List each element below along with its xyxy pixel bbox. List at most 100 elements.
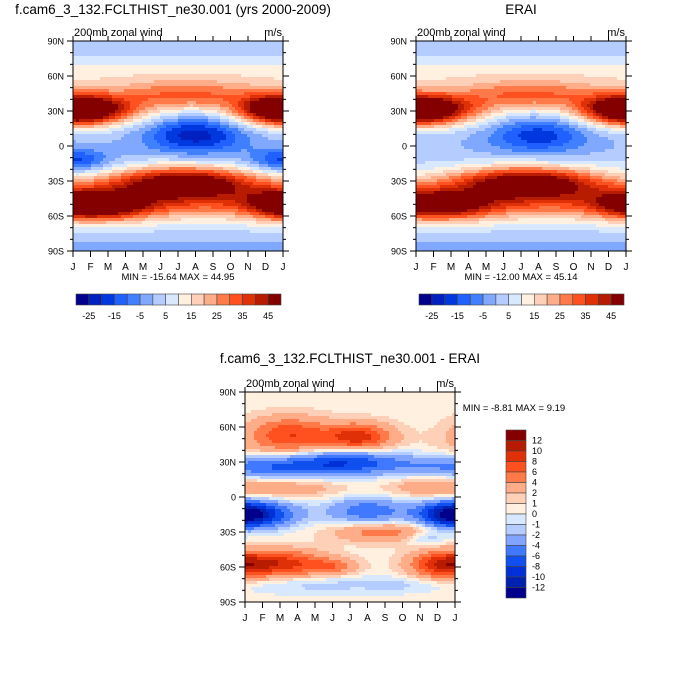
contour-cell — [329, 497, 345, 501]
contour-cell — [133, 110, 140, 114]
contour-cell — [73, 89, 110, 93]
contour-cell — [575, 218, 606, 222]
contour-cell — [566, 173, 579, 177]
contour-cell — [109, 176, 122, 180]
contour-cell — [335, 566, 348, 570]
y-tick-label: 60S — [48, 212, 64, 222]
contour-cell — [245, 491, 318, 495]
contour-cell — [416, 242, 627, 246]
contour-cell — [247, 176, 257, 180]
contour-cell — [398, 572, 408, 576]
contour-cell — [214, 176, 227, 180]
contour-cell — [169, 158, 242, 162]
contour-cell — [268, 137, 284, 141]
contour-cell — [329, 461, 348, 465]
contour-cell — [344, 545, 357, 549]
contour-cell — [488, 98, 570, 102]
contour-cell — [404, 518, 420, 522]
contour-cell — [226, 128, 239, 132]
contour-cell — [329, 428, 372, 432]
contour-cell — [275, 593, 405, 597]
contour-cell — [347, 485, 381, 489]
contour-cell — [272, 518, 282, 522]
contour-cell — [569, 122, 579, 126]
contour-cell — [187, 152, 209, 156]
contour-cell — [464, 179, 474, 183]
contour-cell — [314, 449, 393, 453]
contour-cell — [278, 563, 303, 567]
contour-cell — [362, 440, 378, 444]
contour-cell — [133, 182, 233, 186]
contour-cell — [151, 212, 170, 216]
contour-cell — [275, 446, 300, 450]
contour-cell — [259, 212, 266, 216]
contour-cell — [419, 566, 429, 570]
contour-cell — [422, 500, 441, 504]
contour-cell — [245, 461, 249, 465]
contour-cell — [581, 101, 591, 105]
contour-cell — [154, 104, 191, 108]
contour-cell — [425, 524, 435, 528]
contour-cell — [169, 212, 236, 216]
contour-cell — [446, 431, 456, 435]
contour-cell — [416, 116, 444, 120]
colorbar-box — [505, 482, 527, 494]
contour-cell — [290, 455, 318, 459]
contour-cell — [506, 140, 528, 144]
contour-cell — [235, 119, 242, 123]
contour-cell — [416, 203, 489, 207]
contour-cell — [494, 161, 549, 165]
contour-cell — [416, 68, 627, 72]
contour-cell — [449, 176, 462, 180]
contour-cell — [500, 203, 531, 207]
contour-cell — [467, 215, 486, 219]
contour-cell — [284, 521, 297, 525]
contour-cell — [247, 209, 257, 213]
contour-cell — [277, 158, 284, 162]
contour-cell — [500, 107, 561, 111]
contour-cell — [458, 104, 465, 108]
contour-cell — [347, 509, 396, 513]
contour-cell — [347, 461, 378, 465]
contour-cell — [359, 572, 399, 576]
contour-cell — [401, 440, 420, 444]
contour-cell — [232, 113, 239, 117]
contour-cell — [392, 554, 405, 558]
contour-cell — [389, 560, 402, 564]
contour-cell — [308, 413, 372, 417]
contour-cell — [491, 113, 507, 117]
contour-cell — [278, 500, 291, 504]
units-label: m/s — [264, 27, 282, 39]
contour-cell — [587, 137, 609, 141]
contour-cell — [371, 470, 456, 474]
contour-cell — [350, 422, 357, 426]
contour-cell — [467, 119, 477, 123]
contour-cell — [317, 455, 375, 459]
contour-cell — [560, 116, 570, 120]
x-tick-label: J — [71, 262, 76, 273]
colorbar: -25 -15 -5 5 15 25 35 45 — [418, 293, 625, 321]
colorbar-label: -2 — [532, 530, 540, 540]
contour-cell — [467, 182, 477, 186]
contour-cell — [265, 122, 275, 126]
contour-cell — [581, 104, 588, 108]
contour-cell — [398, 563, 411, 567]
contour-cell — [584, 116, 588, 120]
contour-cell — [416, 575, 432, 579]
contour-cell — [235, 185, 251, 189]
colorbar-box — [267, 293, 282, 306]
contour-cell — [245, 575, 267, 579]
contour-cell — [154, 206, 167, 210]
contour-cell — [220, 125, 230, 129]
x-tick-label: S — [210, 262, 217, 273]
contour-cell — [434, 425, 453, 429]
contour-cell — [293, 545, 345, 549]
contour-cell — [608, 122, 621, 126]
colorbar-box — [242, 293, 256, 306]
contour-cell — [455, 122, 465, 126]
contour-cell — [73, 236, 284, 240]
contour-cell — [569, 119, 579, 123]
contour-cell — [245, 578, 270, 582]
colorbar-box — [598, 293, 612, 306]
contour-cell — [124, 161, 158, 165]
